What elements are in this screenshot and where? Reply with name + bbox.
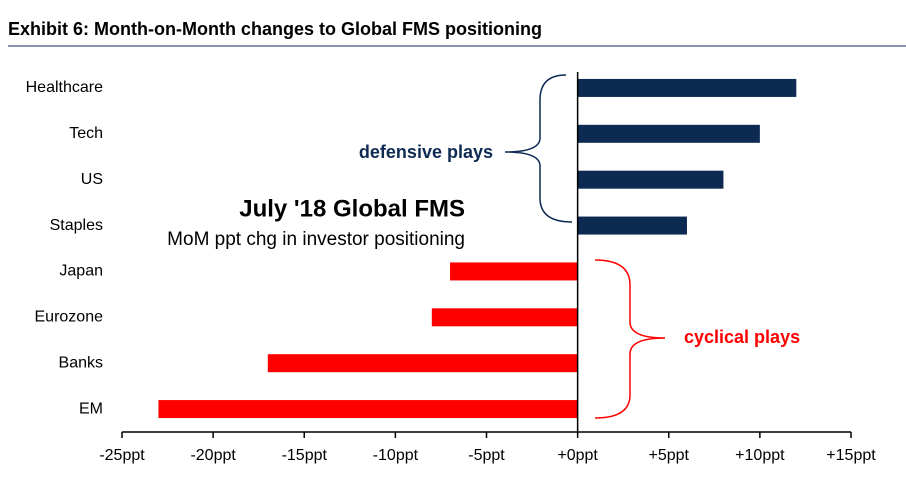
cyclical-brace [594,259,666,419]
bar [577,124,760,143]
x-tick-label: +15ppt [826,447,876,464]
chart-title: Exhibit 6: Month-on-Month changes to Glo… [8,19,542,39]
y-tick-label: Tech [69,125,103,142]
y-tick-label: Healthcare [26,79,103,96]
x-tick-label: -15ppt [282,447,328,464]
y-tick-label: US [81,171,103,188]
x-tick-label: +0ppt [557,447,598,464]
x-tick-label: -25ppt [99,447,145,464]
x-tick-label: +10ppt [735,447,785,464]
defensive-label: defensive plays [359,142,493,162]
x-tick-label: -5ppt [468,447,505,464]
y-tick-label: EM [79,400,103,417]
subhead: MoM ppt chg in investor positioning [167,229,465,250]
bar [158,400,578,419]
y-tick-label: Eurozone [35,309,104,326]
cyclical-label: cyclical plays [684,327,800,347]
y-tick-label: Staples [50,217,103,234]
x-tick-label: +5ppt [649,447,690,464]
bar [431,308,578,327]
y-tick-label: Japan [59,263,103,280]
y-tick-label: Banks [59,354,103,371]
x-tick-label: -20ppt [190,447,236,464]
bar [450,262,578,281]
bar [577,170,724,189]
x-tick-label: -10ppt [373,447,419,464]
bar [577,216,687,235]
headline: July '18 Global FMS [239,195,465,222]
bar [577,78,797,97]
bar [267,354,578,373]
defensive-brace [504,74,573,223]
